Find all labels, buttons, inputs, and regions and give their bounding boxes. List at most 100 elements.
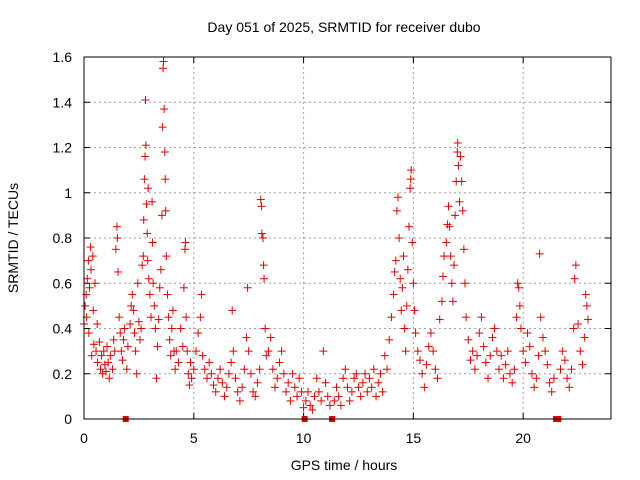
data-point (578, 360, 587, 369)
data-point (422, 360, 431, 369)
data-point (453, 148, 462, 157)
data-point (218, 378, 227, 387)
data-point (157, 211, 166, 220)
data-point (87, 265, 96, 274)
data-point (332, 383, 341, 392)
data-point (111, 245, 120, 254)
data-point (367, 383, 376, 392)
data-point (323, 392, 332, 401)
data-point (402, 301, 411, 310)
y-tick-label: 0.6 (53, 275, 73, 291)
data-point (475, 329, 484, 338)
data-point (288, 369, 297, 378)
data-point (391, 256, 400, 265)
data-point (139, 252, 148, 261)
data-point (123, 342, 132, 351)
data-point (299, 403, 308, 412)
data-point (312, 374, 321, 383)
data-point (196, 313, 205, 322)
data-point (369, 365, 378, 374)
data-point (167, 324, 176, 333)
data-point (569, 324, 578, 333)
data-point (164, 313, 173, 322)
data-point (268, 365, 277, 374)
data-point (279, 369, 288, 378)
data-point (560, 356, 569, 365)
data-point (153, 342, 162, 351)
data-point (378, 387, 387, 396)
data-point (116, 329, 125, 338)
data-point (420, 383, 429, 392)
data-point (459, 245, 468, 254)
data-point (112, 222, 121, 231)
data-point (160, 105, 169, 114)
data-point (516, 324, 525, 333)
data-point (361, 369, 370, 378)
data-point (408, 238, 417, 247)
data-point (403, 265, 412, 274)
data-point (282, 387, 291, 396)
data-point (490, 324, 499, 333)
data-point (187, 374, 196, 383)
data-point (495, 365, 504, 374)
data-point (330, 396, 339, 405)
x-axis-label: GPS time / hours (291, 457, 398, 473)
y-tick-label: 1.6 (53, 49, 73, 65)
data-point (202, 374, 211, 383)
data-point (415, 356, 424, 365)
plot-frame (83, 56, 612, 420)
data-point (216, 365, 225, 374)
data-point (343, 383, 352, 392)
data-point (376, 369, 385, 378)
data-point (514, 283, 523, 292)
data-point (181, 245, 190, 254)
data-point (574, 319, 583, 328)
y-axis-label: SRMTID / TECUs (5, 183, 21, 293)
data-point (439, 272, 448, 281)
data-point (492, 347, 501, 356)
data-point (401, 347, 410, 356)
data-point (103, 342, 112, 351)
data-points (80, 57, 592, 422)
data-point (249, 387, 258, 396)
data-point (101, 367, 110, 376)
data-point (275, 358, 284, 367)
data-point (242, 333, 251, 342)
data-point (118, 356, 127, 365)
data-point (152, 374, 161, 383)
data-point (541, 347, 550, 356)
data-point (137, 324, 146, 333)
data-point (466, 356, 475, 365)
data-point (83, 274, 92, 283)
data-point (253, 378, 262, 387)
data-point (295, 374, 304, 383)
data-point (209, 381, 218, 390)
data-point (271, 383, 280, 392)
data-point (325, 401, 334, 410)
data-point (191, 347, 200, 356)
data-point (549, 374, 558, 383)
data-point (186, 358, 195, 367)
data-point (197, 290, 206, 299)
data-point (161, 206, 170, 215)
data-point (455, 197, 464, 206)
data-point (397, 306, 406, 315)
data-point (535, 249, 544, 258)
y-tick-label: 1 (64, 185, 72, 201)
data-point (130, 329, 139, 338)
data-point (163, 290, 172, 299)
data-point (262, 351, 271, 360)
data-point (93, 319, 102, 328)
data-point (383, 365, 392, 374)
data-point (162, 252, 171, 261)
data-point (92, 347, 101, 356)
data-point (410, 306, 419, 315)
y-tick-label: 0.4 (53, 321, 73, 337)
data-point (105, 374, 114, 383)
data-point (448, 297, 457, 306)
data-point (99, 347, 108, 356)
data-point (580, 333, 589, 342)
data-point (350, 374, 359, 383)
data-point (159, 57, 168, 66)
data-point (220, 392, 229, 401)
